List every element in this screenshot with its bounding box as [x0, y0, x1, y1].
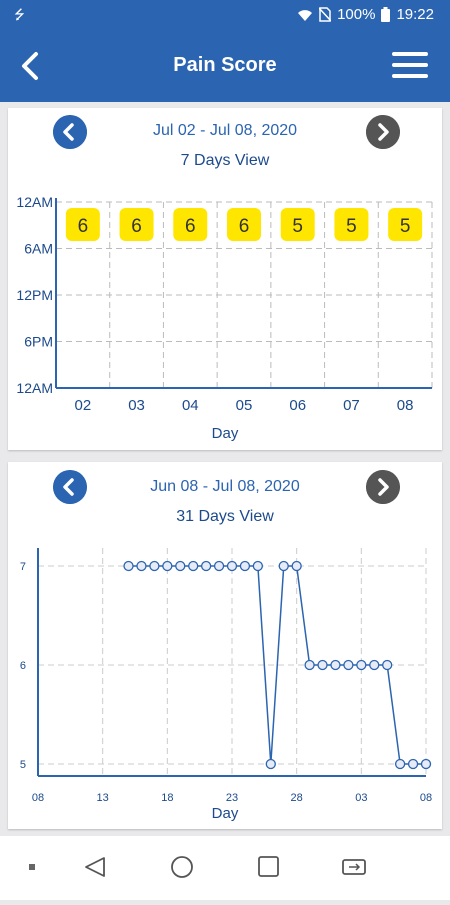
week-card: Jul 02 - Jul 08, 2020 7 Days View 12AM 6A…: [8, 108, 442, 450]
back-triangle-icon[interactable]: [85, 857, 105, 877]
pain-score-value: 6: [239, 216, 250, 237]
next-week-button[interactable]: [366, 115, 400, 149]
pain-score-point[interactable]: [123, 560, 134, 572]
pain-score-point[interactable]: [382, 659, 393, 671]
switch-app-icon[interactable]: [342, 859, 366, 875]
week-x-tick-label: 07: [343, 397, 360, 414]
page-title: Pain Score: [173, 54, 277, 76]
week-x-tick-label: 06: [289, 397, 306, 414]
pain-score-value: 5: [400, 216, 411, 237]
week-y-tick-label: 12AM: [16, 194, 53, 210]
pain-score-point[interactable]: [200, 560, 212, 572]
month-card: Jun 08 - Jul 08, 2020 31 Days View 5 6 7 0…: [8, 462, 442, 829]
week-x-tick-label: 02: [75, 397, 92, 414]
pain-score-badge[interactable]: 6: [227, 208, 261, 241]
app-bar: Pain Score: [0, 30, 450, 102]
month-x-tick-label: 03: [355, 792, 367, 804]
pain-score-point[interactable]: [188, 560, 199, 572]
pain-score-point[interactable]: [278, 560, 289, 572]
pain-score-point[interactable]: [265, 758, 276, 770]
status-icons: 100% 19:22: [297, 6, 434, 23]
pain-score-point[interactable]: [407, 758, 419, 770]
pain-score-value: 6: [131, 216, 142, 237]
pain-score-value: 6: [78, 216, 89, 237]
pain-score-point[interactable]: [317, 659, 328, 671]
status-bar: ⭍ 100% 19:22: [0, 0, 450, 30]
month-x-tick-label: 08: [420, 792, 432, 804]
pain-score-value: 6: [185, 216, 196, 237]
month-x-tick-label: 13: [97, 792, 109, 804]
hamburger-menu-icon[interactable]: [392, 52, 428, 80]
month-x-tick-label: 08: [32, 792, 44, 804]
week-x-tick-label: 08: [397, 397, 414, 414]
month-x-tick-label: 18: [161, 792, 173, 804]
week-date-range: Jul 02 - Jul 08, 2020: [152, 122, 298, 139]
pain-score-point[interactable]: [239, 560, 251, 572]
recents-square-icon[interactable]: [258, 856, 279, 877]
month-view-title: 31 Days View: [176, 508, 274, 525]
pain-score-point[interactable]: [420, 758, 432, 770]
pain-score-badge[interactable]: 6: [65, 208, 100, 241]
pain-score-point[interactable]: [213, 560, 225, 572]
home-circle-icon[interactable]: [171, 856, 193, 878]
pain-score-point[interactable]: [252, 560, 264, 572]
no-sim-icon: [319, 7, 332, 22]
battery-percent: 100%: [337, 6, 376, 23]
month-y-tick-label: 5: [20, 759, 26, 771]
pain-score-value: 5: [292, 216, 303, 237]
month-y-tick-label: 7: [20, 561, 26, 573]
pain-score-point[interactable]: [330, 659, 341, 671]
pain-score-point[interactable]: [162, 560, 173, 572]
pain-score-badge[interactable]: 5: [334, 208, 369, 241]
month-y-tick-label: 6: [20, 660, 26, 672]
battery-icon: [381, 7, 391, 22]
pain-score-badge[interactable]: 5: [388, 208, 423, 241]
pain-score-point[interactable]: [356, 659, 367, 671]
usb-icon: ⭍: [14, 7, 25, 22]
week-x-tick-label: 03: [128, 397, 145, 414]
clock: 19:22: [396, 6, 434, 23]
month-x-tick-label: 23: [226, 792, 238, 804]
pain-score-point[interactable]: [136, 560, 147, 572]
pain-score-point[interactable]: [149, 560, 160, 572]
week-view-title: 7 Days View: [180, 152, 270, 169]
week-y-tick-label: 6PM: [24, 334, 53, 350]
dot-icon[interactable]: [29, 864, 35, 870]
pain-score-point[interactable]: [304, 659, 315, 671]
pain-score-point[interactable]: [394, 758, 406, 770]
month-x-axis-label: Day: [212, 805, 239, 822]
pain-score-point[interactable]: [175, 560, 186, 572]
previous-month-button[interactable]: [53, 470, 87, 504]
pain-score-point[interactable]: [343, 659, 354, 671]
week-chart: 12AM 6AM 12PM 6PM 12AM 02 03 04 05 06 07 08 6 6 6 6 5 5…: [16, 194, 433, 442]
week-y-tick-label: 12PM: [16, 287, 53, 303]
next-month-button[interactable]: [366, 470, 400, 504]
pain-score-point[interactable]: [226, 560, 238, 572]
pain-score-badge[interactable]: 6: [173, 208, 208, 241]
month-date-range: Jun 08 - Jul 08, 2020: [150, 478, 300, 495]
pain-score-badge[interactable]: 5: [280, 208, 315, 241]
back-button[interactable]: [14, 48, 46, 84]
week-x-axis-label: Day: [212, 425, 239, 442]
week-y-tick-label: 12AM: [16, 380, 53, 396]
week-y-tick-label: 6AM: [24, 241, 53, 257]
pain-score-value: 5: [346, 216, 357, 237]
pain-score-point[interactable]: [369, 659, 380, 671]
wifi-icon: [298, 9, 313, 21]
week-x-tick-label: 04: [182, 397, 199, 414]
previous-week-button[interactable]: [53, 115, 87, 149]
system-nav-bar: [0, 836, 450, 900]
month-chart: 5 6 7 08 13 18 23 28 03 08 Day: [20, 548, 432, 822]
week-x-tick-label: 05: [236, 397, 253, 414]
pain-score-point[interactable]: [291, 560, 302, 572]
month-x-tick-label: 28: [291, 792, 303, 804]
pain-score-badge[interactable]: 6: [119, 208, 154, 241]
